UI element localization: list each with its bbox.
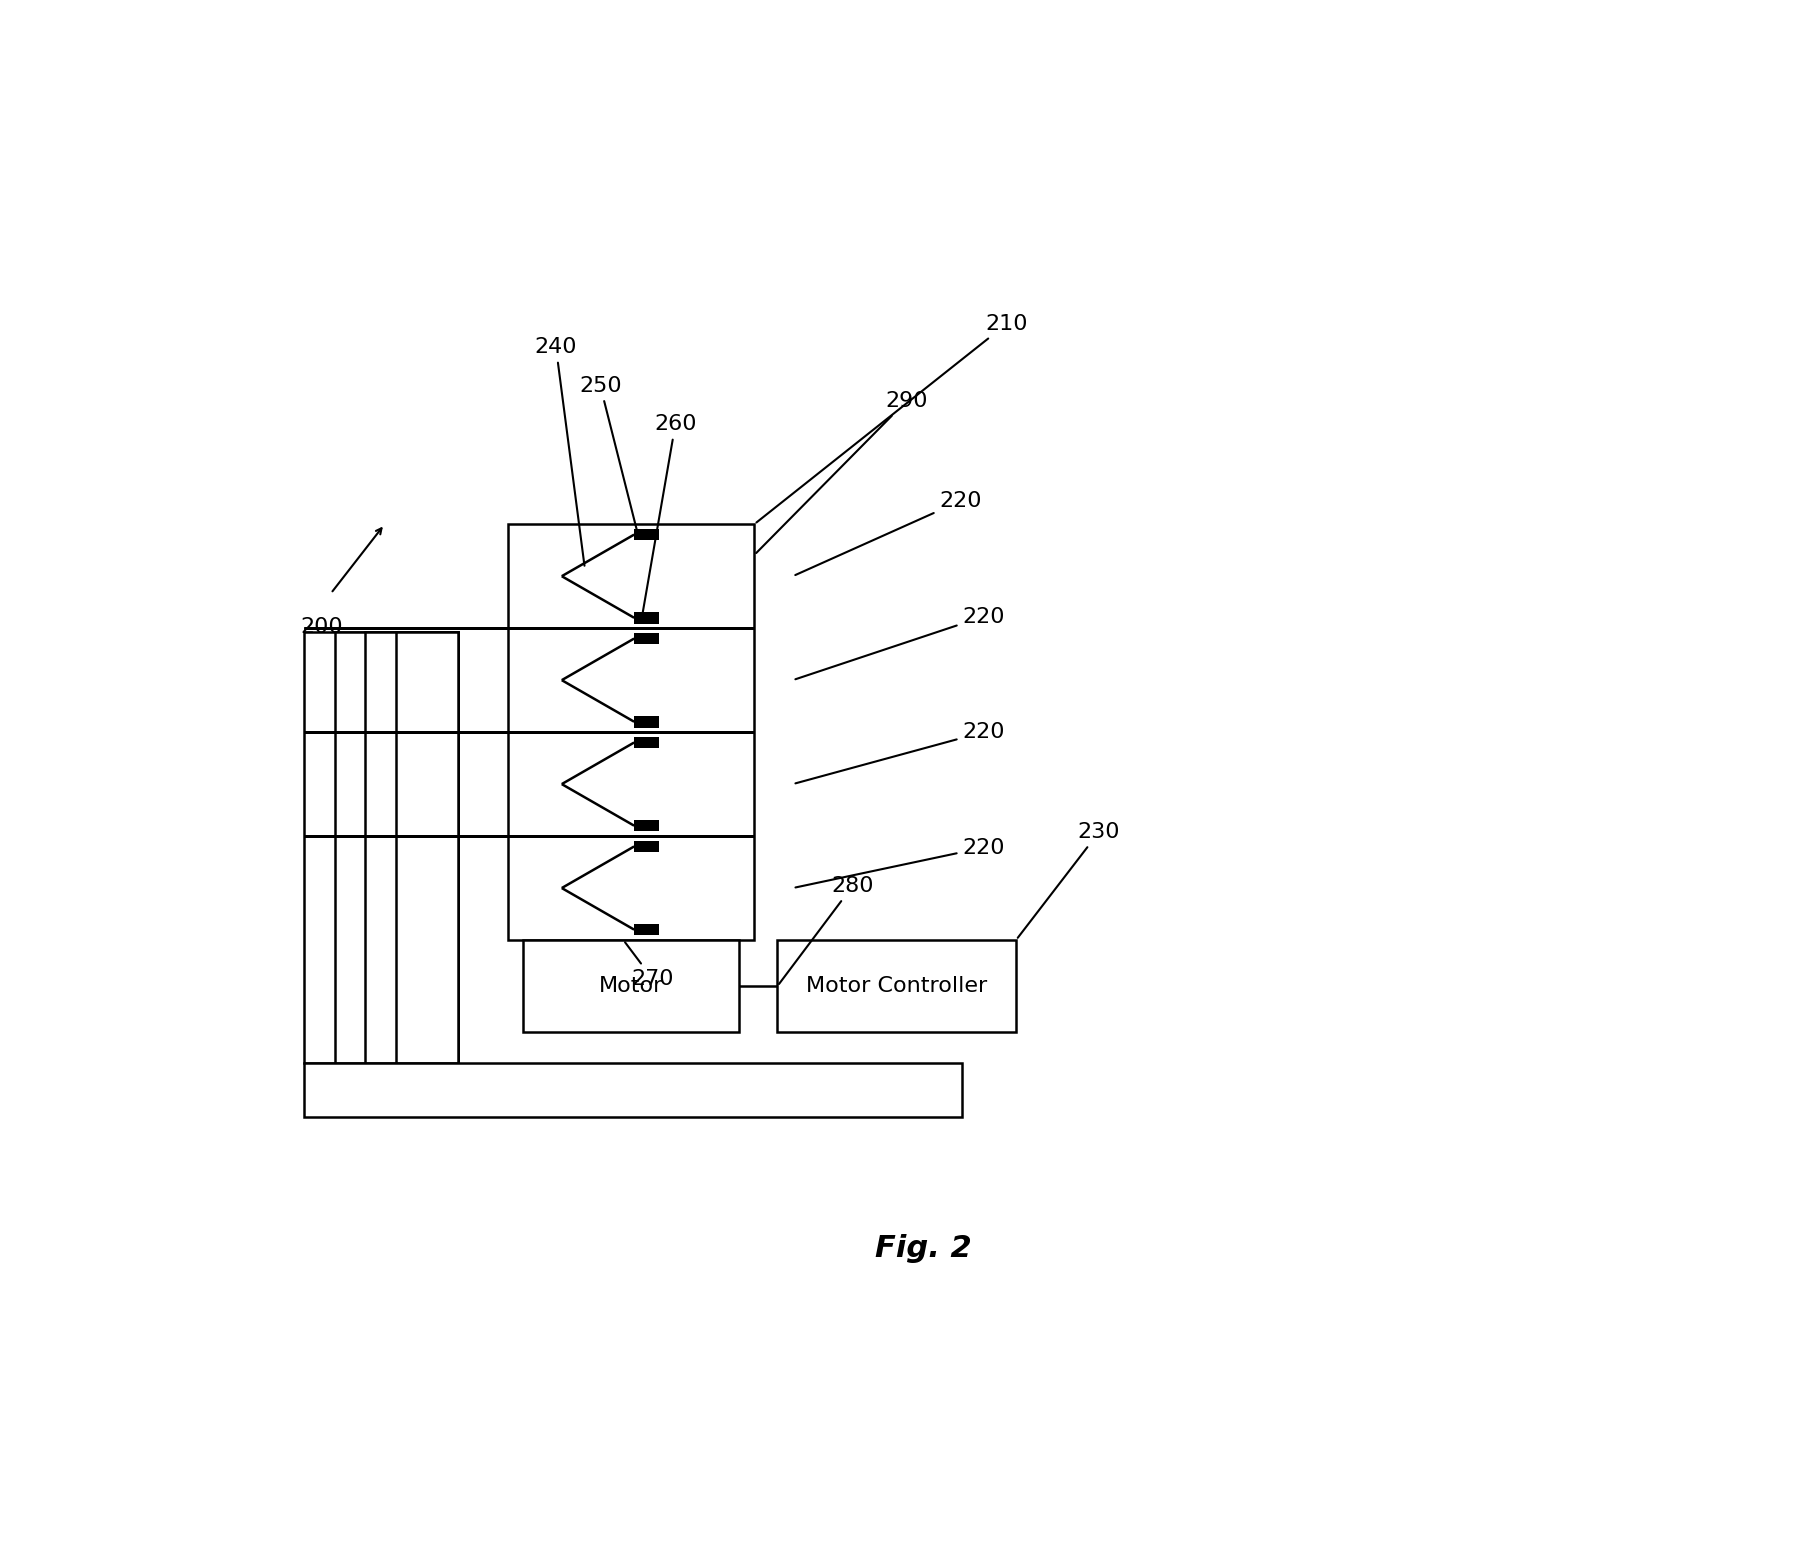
Bar [396,633,458,1063]
Text: 220: 220 [796,721,1004,784]
Bar [635,820,658,832]
Text: 290: 290 [756,391,928,553]
Bar [523,939,738,1033]
Bar [778,939,1017,1033]
Text: 250: 250 [579,375,637,531]
Bar [635,924,658,935]
Text: 230: 230 [1018,823,1120,938]
Text: Motor Controller: Motor Controller [807,977,988,996]
Bar [304,633,458,1063]
Bar [635,633,658,645]
Bar [508,523,754,939]
Text: Motor: Motor [599,977,664,996]
Bar [635,717,658,728]
Bar [635,737,658,748]
Bar [635,841,658,852]
Text: 220: 220 [796,606,1004,679]
Bar [365,633,458,1063]
Text: 210: 210 [756,315,1028,522]
Text: 220: 220 [796,838,1004,888]
Text: 220: 220 [796,491,982,575]
Text: Fig. 2: Fig. 2 [876,1234,971,1262]
Bar [304,1063,962,1117]
Text: 260: 260 [642,414,696,615]
Text: 270: 270 [626,943,673,988]
Text: 280: 280 [780,876,874,985]
Text: 200: 200 [300,617,342,637]
Bar [635,528,658,541]
Bar [635,612,658,623]
Text: 240: 240 [535,337,584,566]
Bar [335,633,458,1063]
